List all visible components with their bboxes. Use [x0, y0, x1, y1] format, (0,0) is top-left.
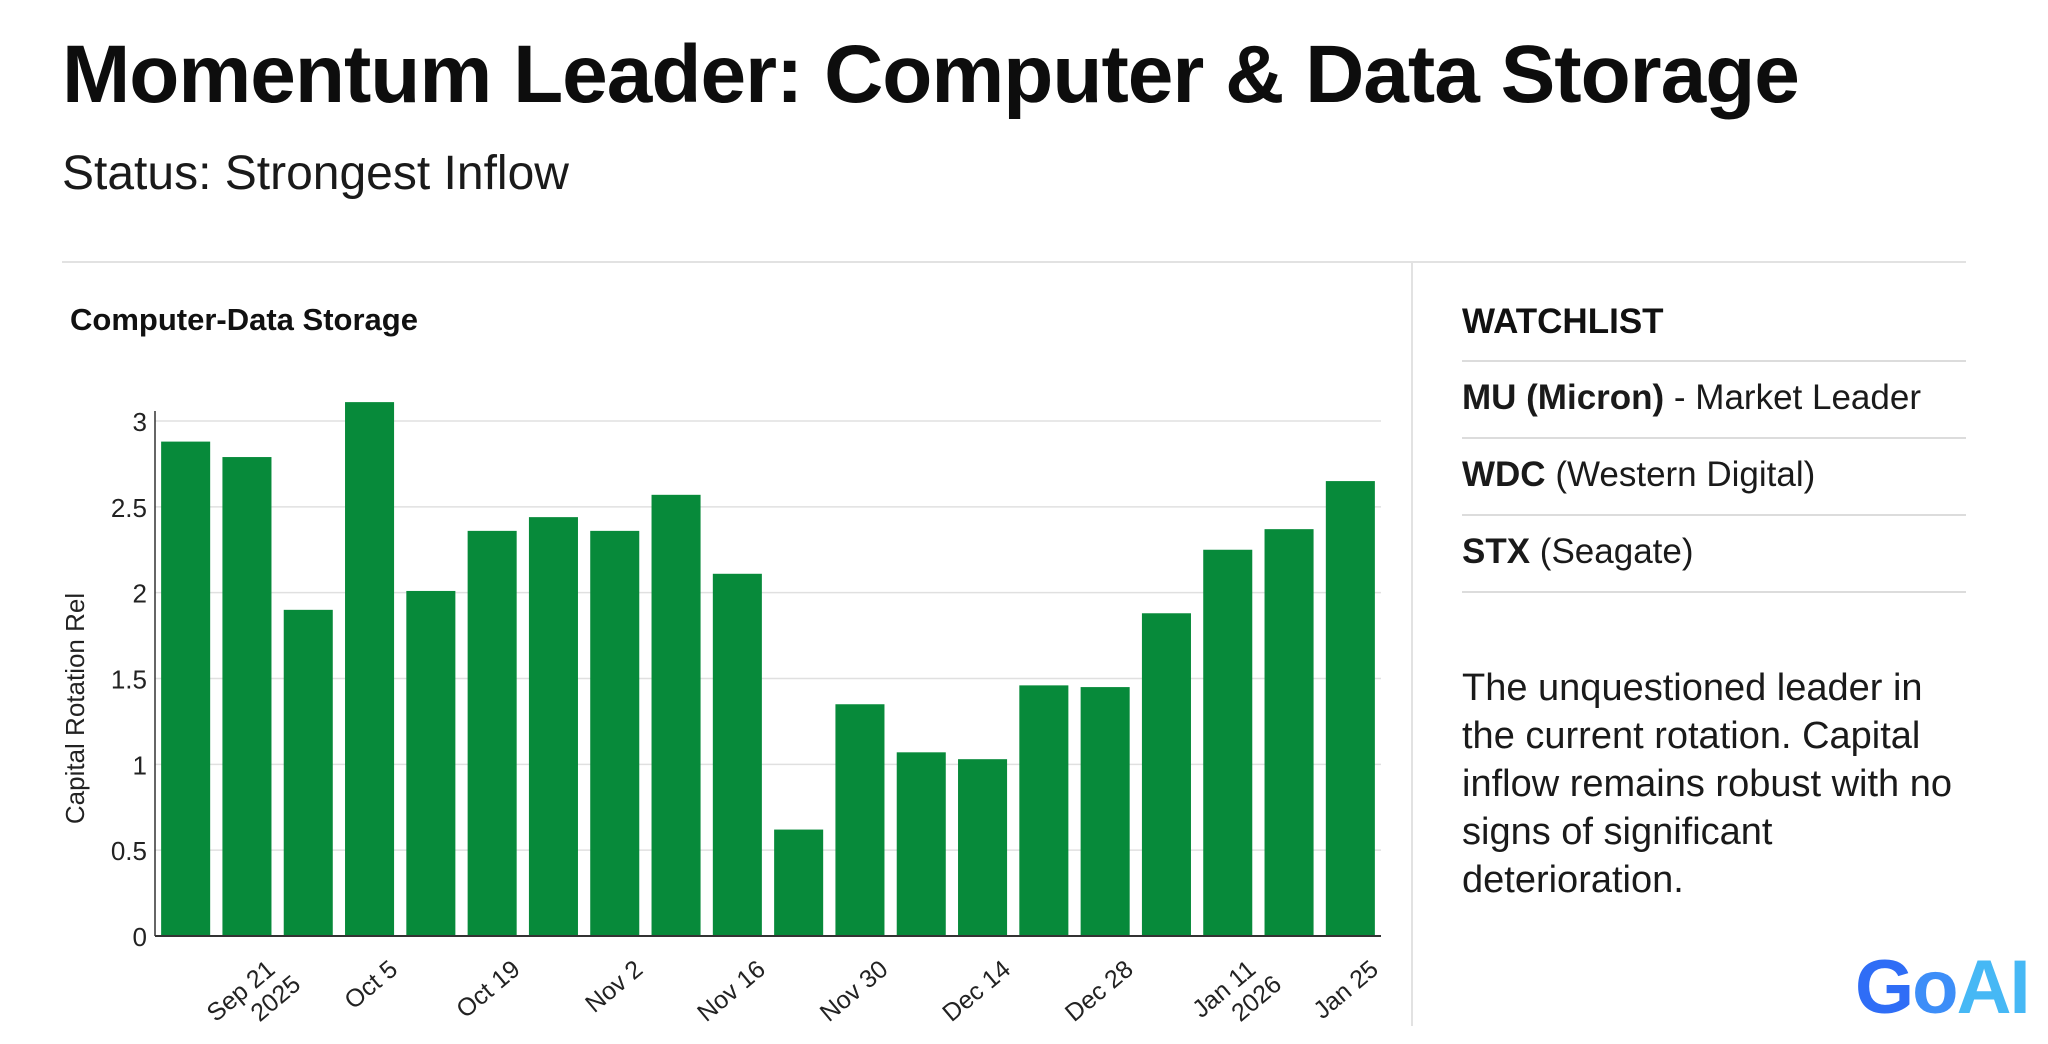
x-tick-label: Nov 16	[692, 955, 771, 1027]
bar	[835, 704, 885, 936]
watchlist-item-mu[interactable]: MU (Micron) - Market Leader	[1462, 378, 1921, 418]
bar	[222, 457, 272, 936]
header-divider	[62, 261, 1966, 263]
bar	[712, 573, 762, 936]
bar-chart: 0 0.5 1 1.5 2 2.5 3 Capital Rotation Rel Sep 212…	[60, 402, 1384, 1044]
x-tick-line: Oct 5	[339, 955, 403, 1015]
watchlist-divider	[1462, 437, 1966, 439]
x-tick-line: Nov 30	[815, 955, 894, 1027]
y-tick-label: 0.5	[111, 836, 147, 866]
bar	[1264, 529, 1314, 936]
x-tick-label: Jan 112026	[1187, 949, 1287, 1044]
watchlist-ticker: STX	[1462, 532, 1531, 571]
y-tick-label: 2.5	[111, 493, 147, 523]
x-tick-line: Nov 16	[692, 955, 771, 1027]
bar	[1019, 685, 1069, 936]
watchlist-divider	[1462, 514, 1966, 516]
x-tick-label: Dec 28	[1060, 955, 1139, 1027]
bar	[1141, 613, 1191, 936]
x-tick-line: Oct 19	[451, 955, 525, 1024]
bar	[958, 759, 1008, 936]
bar	[1203, 549, 1253, 936]
commentary-text: The unquestioned leader in the current r…	[1462, 667, 1952, 901]
x-tick-label: Oct 19	[451, 955, 525, 1024]
x-tick-line: Jan 25	[1308, 955, 1383, 1025]
panel-divider	[1411, 262, 1413, 1026]
x-tick-line: Nov 2	[580, 955, 648, 1018]
bar	[161, 441, 211, 936]
watchlist-note: (Seagate)	[1530, 532, 1694, 571]
watchlist-note: - Market Leader	[1664, 378, 1921, 417]
bar	[406, 590, 456, 936]
y-axis-title: Capital Rotation Rel	[60, 593, 90, 824]
bar	[651, 494, 701, 936]
bar	[1325, 481, 1375, 936]
watchlist-divider	[1462, 360, 1966, 362]
y-tick-label: 2	[133, 579, 147, 609]
bar	[528, 517, 578, 936]
bar	[590, 530, 640, 936]
watchlist-heading: WATCHLIST	[1462, 302, 1664, 341]
watchlist-item-wdc[interactable]: WDC (Western Digital)	[1462, 455, 1815, 495]
x-tick-label: Dec 14	[937, 955, 1016, 1027]
watchlist-divider	[1462, 591, 1966, 593]
x-tick-label: Jan 25	[1308, 955, 1383, 1025]
bar	[345, 402, 395, 936]
watchlist-ticker: MU (Micron)	[1462, 378, 1665, 417]
bar	[467, 530, 517, 936]
y-tick-label: 0	[133, 922, 147, 952]
x-tick-label: Nov 2	[580, 955, 648, 1018]
page-subtitle: Status: Strongest Inflow	[62, 147, 569, 200]
watchlist-note: (Western Digital)	[1545, 455, 1816, 494]
y-tick-label: 1.5	[111, 665, 147, 695]
x-tick-label: Nov 30	[815, 955, 894, 1027]
page-title: Momentum Leader: Computer & Data Storage	[62, 29, 1800, 120]
watchlist-item-stx[interactable]: STX (Seagate)	[1462, 532, 1694, 572]
watchlist-ticker: WDC	[1462, 455, 1546, 494]
bar	[774, 829, 824, 936]
x-tick-label: Sep 212025	[202, 949, 306, 1044]
bar	[896, 752, 946, 936]
chart-panel: Computer-Data Storage 0 0.5 1 1.5 2 2.5 3 Capit…	[0, 262, 1411, 1044]
x-tick-label: Oct 5	[339, 955, 403, 1015]
x-tick-line: Dec 14	[937, 955, 1016, 1027]
y-tick-label: 3	[133, 407, 147, 437]
bar	[283, 609, 333, 936]
chart-title: Computer-Data Storage	[70, 302, 418, 337]
brand-logo: GoAI	[1855, 945, 2031, 1030]
y-tick-label: 1	[133, 750, 147, 780]
x-tick-line: Dec 28	[1060, 955, 1139, 1027]
bar	[1080, 687, 1130, 936]
